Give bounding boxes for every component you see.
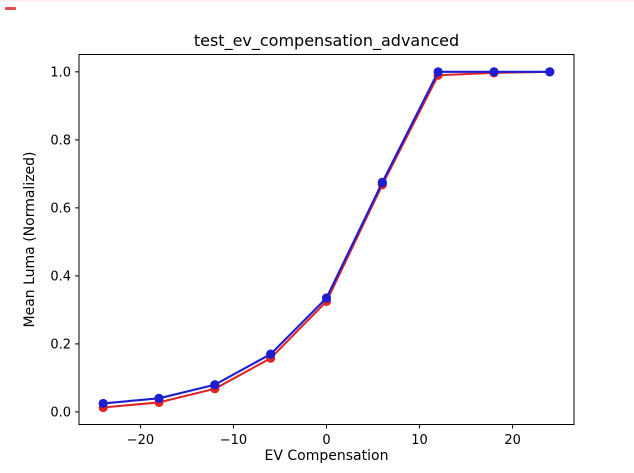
x-axis-label: EV Compensation (265, 448, 389, 464)
y-tick-label: 0.8 (50, 133, 71, 148)
data-point-blue (377, 177, 387, 187)
y-axis-label: Mean Luma (Normalized) (22, 151, 38, 327)
data-point-blue (545, 67, 555, 77)
data-point-blue (154, 393, 164, 403)
data-point-blue (266, 349, 276, 359)
data-point-blue (489, 67, 499, 77)
y-tick-label: 0.6 (50, 201, 71, 216)
y-tick-label: 0.0 (50, 405, 71, 420)
y-tick-label: 1.0 (50, 65, 71, 80)
x-tick-label: 0 (322, 433, 330, 448)
y-tick-label: 0.4 (50, 269, 71, 284)
x-axis-ticks: −20 −10 0 10 20 (127, 424, 521, 448)
y-tick-label: 0.2 (50, 337, 71, 352)
x-tick-label: −10 (220, 433, 247, 448)
top-edge-artifact (0, 0, 634, 2)
y-axis-ticks: 0.0 0.2 0.4 0.6 0.8 1.0 (50, 65, 79, 420)
x-tick-label: −20 (127, 433, 154, 448)
data-point-blue (433, 67, 443, 77)
data-point-blue (321, 293, 332, 303)
data-point-blue (210, 380, 220, 390)
series-layer (98, 67, 555, 413)
stray-red-mark (5, 7, 16, 10)
x-tick-label: 20 (504, 433, 521, 448)
data-point-blue (98, 398, 108, 409)
plot-area (78, 54, 575, 425)
x-tick-label: 10 (411, 433, 428, 448)
chart-title: test_ev_compensation_advanced (194, 31, 459, 51)
